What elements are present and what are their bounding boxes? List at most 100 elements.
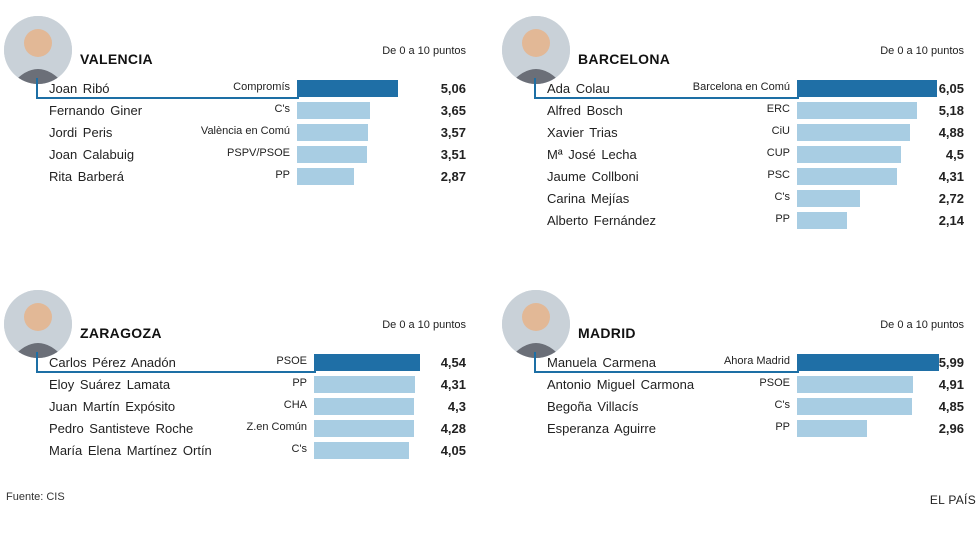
bar-ada-colau <box>797 80 937 97</box>
candidate-name: María Elena Martínez Ortín <box>49 443 212 458</box>
leader-underline <box>36 371 316 373</box>
bar-xavier-trias <box>797 124 910 141</box>
leader-connector <box>36 352 38 373</box>
brand-logo-text: EL PAÍS <box>929 493 976 507</box>
chart-title: BARCELONA <box>578 51 671 67</box>
leader-connector <box>534 352 536 373</box>
party-label: ERC <box>766 103 790 115</box>
table-row: Manuela Carmena Ahora Madrid 5,99 <box>502 352 972 374</box>
table-row: Rita Barberá PP 2,87 <box>4 166 474 188</box>
table-row: Mª José Lecha CUP 4,5 <box>502 144 972 166</box>
value-label: 3,51 <box>440 147 466 162</box>
bar-antonio-miguel-carmona <box>797 376 913 393</box>
table-row: Antonio Miguel Carmona PSOE 4,91 <box>502 374 972 396</box>
value-label: 4,91 <box>938 377 964 392</box>
table-row: Alberto Fernández PP 2,14 <box>502 210 972 232</box>
bar-carina-mejias <box>797 190 860 207</box>
bar-rita-barbera <box>297 168 354 185</box>
bar-manuela-carmena <box>797 354 939 371</box>
party-label: PSOE <box>759 377 790 389</box>
table-row: Joan Ribó Compromís 5,06 <box>4 78 474 100</box>
panel-madrid: MADRID De 0 a 10 puntos Manuela Carmena Aho… <box>502 290 972 520</box>
candidate-name: Begoña Villacís <box>547 399 639 414</box>
candidate-name: Alfred Bosch <box>547 103 623 118</box>
chart-subtitle: De 0 a 10 puntos <box>382 45 466 57</box>
bar-maria-elena-martinez-ortin <box>314 442 409 459</box>
party-label: PSOE <box>276 355 307 367</box>
table-row: Jaume Collboni PSC 4,31 <box>502 166 972 188</box>
value-label: 2,96 <box>938 421 964 436</box>
candidate-name: Esperanza Aguirre <box>547 421 656 436</box>
party-label: PSPV/PSOE <box>227 147 290 159</box>
party-label: PP <box>275 169 290 181</box>
value-label: 4,3 <box>447 399 466 414</box>
value-label: 4,54 <box>440 355 466 370</box>
chart-title: ZARAGOZA <box>80 325 162 341</box>
value-label: 4,31 <box>938 169 964 184</box>
bar-pedro-santisteve-roche <box>314 420 414 437</box>
table-row: Carina Mejías C's 2,72 <box>502 188 972 210</box>
candidate-name: Carlos Pérez Anadón <box>49 355 176 370</box>
chart-subtitle: De 0 a 10 puntos <box>880 319 964 331</box>
value-label: 2,72 <box>938 191 964 206</box>
party-label: PP <box>775 421 790 433</box>
party-label: C's <box>291 443 307 455</box>
source-note: Fuente: CIS <box>6 491 65 503</box>
candidate-name: Manuela Carmena <box>547 355 656 370</box>
panel-zaragoza: ZARAGOZA De 0 a 10 puntos Carlos Pérez Ana… <box>4 290 474 520</box>
table-row: Fernando Giner C's 3,65 <box>4 100 474 122</box>
candidate-name: Ada Colau <box>547 81 610 96</box>
leader-underline <box>36 97 299 99</box>
table-row: Esperanza Aguirre PP 2,96 <box>502 418 972 440</box>
value-label: 3,57 <box>440 125 466 140</box>
value-label: 6,05 <box>938 81 964 96</box>
party-label: Compromís <box>233 81 290 93</box>
bar-fernando-giner <box>297 102 370 119</box>
candidate-photo <box>4 16 72 84</box>
party-label: Barcelona en Comú <box>692 81 790 93</box>
table-row: Ada Colau Barcelona en Comú 6,05 <box>502 78 972 100</box>
table-row: Pedro Santisteve Roche Z.en Común 4,28 <box>4 418 474 440</box>
table-row: Jordi Peris València en Comú 3,57 <box>4 122 474 144</box>
candidate-name: Pedro Santisteve Roche <box>49 421 194 436</box>
candidate-name: Juan Martín Expósito <box>49 399 176 414</box>
candidate-name: Eloy Suárez Lamata <box>49 377 171 392</box>
bar-carlos-perez-anadon <box>314 354 420 371</box>
party-label: C's <box>774 399 790 411</box>
value-label: 2,87 <box>440 169 466 184</box>
candidate-name: Jaume Collboni <box>547 169 639 184</box>
leader-underline <box>534 97 799 99</box>
bar-joan-ribo <box>297 80 398 97</box>
table-row: Juan Martín Expósito CHA 4,3 <box>4 396 474 418</box>
party-label: PP <box>775 213 790 225</box>
party-label: C's <box>774 191 790 203</box>
table-row: Alfred Bosch ERC 5,18 <box>502 100 972 122</box>
value-label: 4,5 <box>945 147 964 162</box>
table-row: Begoña Villacís C's 4,85 <box>502 396 972 418</box>
leader-connector <box>534 78 536 99</box>
table-row: María Elena Martínez Ortín C's 4,05 <box>4 440 474 462</box>
value-label: 4,31 <box>440 377 466 392</box>
leader-connector <box>36 78 38 99</box>
value-label: 5,06 <box>440 81 466 96</box>
table-row: Joan Calabuig PSPV/PSOE 3,51 <box>4 144 474 166</box>
party-label: València en Comú <box>200 125 290 137</box>
party-label: CiU <box>771 125 790 137</box>
party-label: Z.en Común <box>246 421 307 433</box>
candidate-name: Mª José Lecha <box>547 147 637 162</box>
party-label: C's <box>274 103 290 115</box>
table-row: Carlos Pérez Anadón PSOE 4,54 <box>4 352 474 374</box>
bar-jordi-peris <box>297 124 368 141</box>
bar-joan-calabuig <box>297 146 367 163</box>
value-label: 5,99 <box>938 355 964 370</box>
candidate-name: Rita Barberá <box>49 169 124 184</box>
candidate-photo <box>502 290 570 358</box>
panel-valencia: VALENCIA De 0 a 10 puntos Joan Ribó Comprom… <box>4 16 474 246</box>
chart-title: MADRID <box>578 325 636 341</box>
panel-barcelona: BARCELONA De 0 a 10 puntos Ada Colau Barcel… <box>502 16 972 246</box>
party-label: CUP <box>766 147 790 159</box>
bar-juan-martin-exposito <box>314 398 414 415</box>
chart-subtitle: De 0 a 10 puntos <box>880 45 964 57</box>
table-row: Eloy Suárez Lamata PP 4,31 <box>4 374 474 396</box>
bar-esperanza-aguirre <box>797 420 867 437</box>
